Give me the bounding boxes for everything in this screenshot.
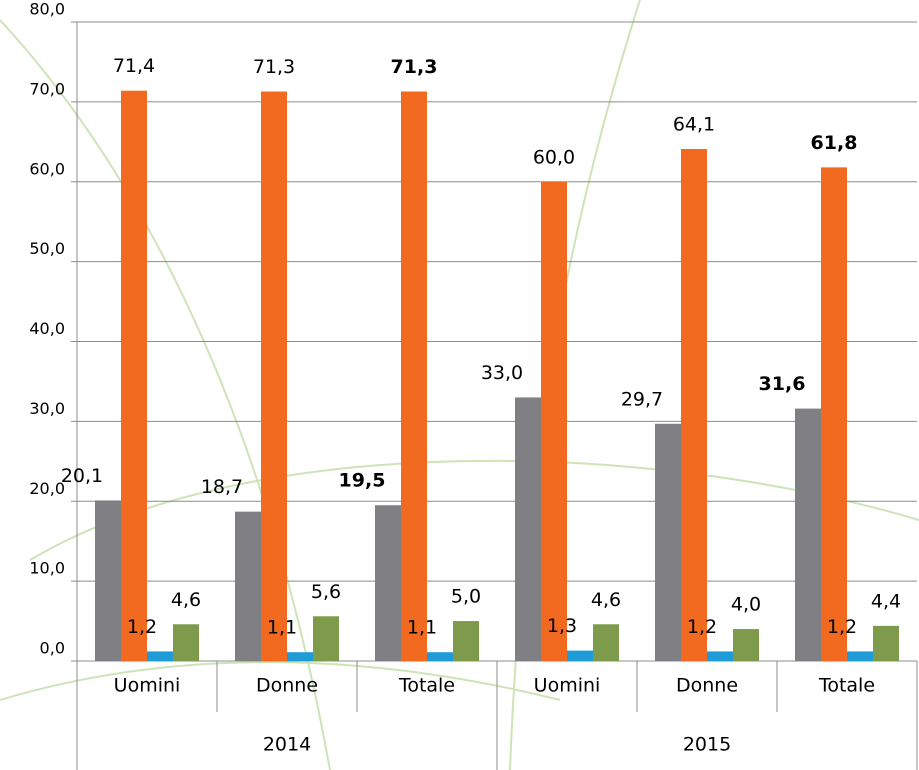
bar <box>567 651 593 661</box>
value-label: 18,7 <box>201 476 243 498</box>
y-tick-label: 30,0 <box>29 399 65 418</box>
bar <box>681 149 707 661</box>
bar <box>873 626 899 661</box>
value-label: 4,6 <box>171 589 201 611</box>
y-tick-label: 70,0 <box>29 79 65 98</box>
x-tick-label: Uomini <box>534 675 601 697</box>
value-label: 1,3 <box>547 615 577 637</box>
value-label: 5,0 <box>451 586 481 608</box>
value-label: 4,6 <box>591 589 621 611</box>
y-tick-label: 20,0 <box>29 479 65 498</box>
y-tick-label: 10,0 <box>29 559 65 578</box>
bar <box>515 397 541 661</box>
bar <box>313 616 339 661</box>
y-tick-label: 80,0 <box>29 0 65 19</box>
bar <box>541 182 567 661</box>
bar <box>593 624 619 661</box>
x-tick-label: Donne <box>676 675 738 697</box>
bar <box>707 651 733 661</box>
value-label: 60,0 <box>533 146 575 168</box>
bar <box>795 409 821 661</box>
bar <box>95 500 121 661</box>
value-label: 1,1 <box>267 617 297 639</box>
bar <box>121 91 147 661</box>
x-tick-label: Uomini <box>114 675 181 697</box>
x-tick-label: Totale <box>398 675 455 697</box>
value-label: 29,7 <box>621 388 663 410</box>
value-label: 64,1 <box>673 114 715 136</box>
bar <box>655 424 681 661</box>
y-tick-label: 40,0 <box>29 319 65 338</box>
bar <box>427 652 453 661</box>
value-label: 1,2 <box>127 616 157 638</box>
bar <box>147 651 173 661</box>
value-label: 20,1 <box>61 465 103 487</box>
bar <box>375 505 401 661</box>
bar <box>821 167 847 661</box>
value-label: 33,0 <box>481 362 523 384</box>
x-tick-label: Donne <box>256 675 318 697</box>
value-label: 71,4 <box>113 55 155 77</box>
value-label: 4,4 <box>871 590 901 612</box>
bar <box>401 91 427 661</box>
value-label: 19,5 <box>339 470 386 492</box>
value-label: 71,3 <box>391 56 438 78</box>
value-label: 1,2 <box>687 616 717 638</box>
value-label: 1,2 <box>827 616 857 638</box>
bar <box>235 512 261 661</box>
x-tick-label: Totale <box>818 675 875 697</box>
value-label: 4,0 <box>731 594 761 616</box>
bar <box>453 621 479 661</box>
value-label: 71,3 <box>253 56 295 78</box>
y-tick-label: 0,0 <box>40 639 65 658</box>
bar <box>261 91 287 661</box>
chart: 0,0 10,0 20,0 30,0 40,0 50,0 60,0 70,0 80,0 Uomin… <box>0 0 919 770</box>
y-tick-label: 50,0 <box>29 239 65 258</box>
bar <box>733 629 759 661</box>
group-label: 2014 <box>263 734 311 756</box>
bar <box>847 651 873 661</box>
value-label: 5,6 <box>311 581 341 603</box>
bar <box>173 624 199 661</box>
value-label: 61,8 <box>811 132 858 154</box>
value-label: 31,6 <box>759 373 806 395</box>
y-tick-label: 60,0 <box>29 159 65 178</box>
value-label: 1,1 <box>407 617 437 639</box>
bar <box>287 652 313 661</box>
group-label: 2015 <box>683 734 731 756</box>
